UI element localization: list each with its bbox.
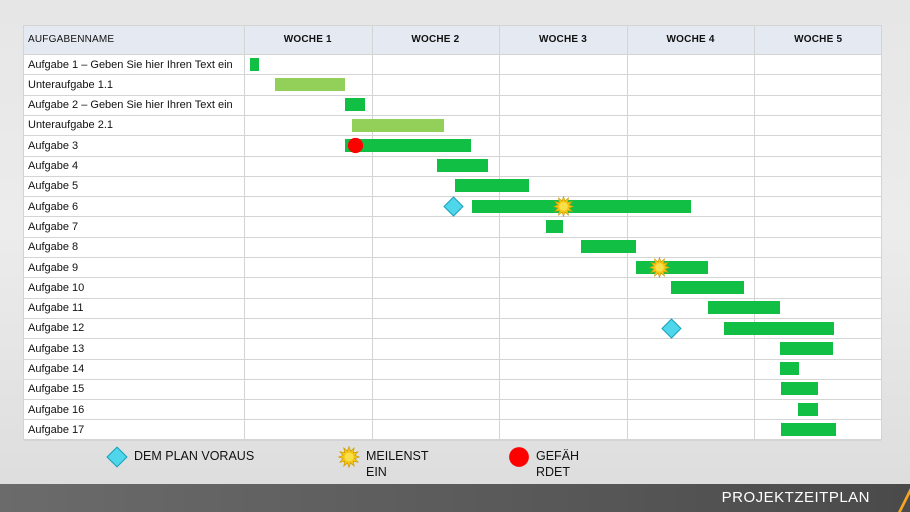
diamond-icon (106, 446, 128, 468)
row-divider (24, 439, 881, 441)
ahead-marker (443, 196, 464, 217)
task-bar (344, 138, 472, 152)
row-divider (24, 74, 881, 76)
starburst-icon (338, 446, 360, 468)
ahead-icon (443, 196, 464, 217)
risk-marker (347, 137, 364, 154)
task-name: Aufgabe 16 (28, 403, 85, 416)
legend-item-milestone: MEILENST EIN (338, 446, 429, 480)
milestone-marker (552, 195, 574, 218)
task-bar (635, 260, 709, 274)
row-divider (24, 399, 881, 401)
header-row (24, 26, 881, 54)
task-name: Aufgabe 7 (28, 220, 79, 233)
task-name: Aufgabe 5 (28, 180, 79, 193)
week-header: WOCHE 4 (666, 34, 715, 45)
row-divider (24, 196, 881, 198)
task-name: Aufgabe 2 – Geben Sie hier Ihren Text ei… (28, 99, 233, 112)
task-bar (708, 301, 780, 315)
task-name: Aufgabe 14 (28, 363, 85, 375)
legend-label: MEILENST EIN (366, 448, 429, 480)
task-name: Aufgabe 17 (28, 423, 85, 436)
task-name: Aufgabe 3 (28, 139, 79, 152)
footer-title: PROJEKTZEITPLAN (721, 489, 870, 506)
milestone-marker (649, 256, 671, 279)
subtask-bar (274, 77, 345, 91)
row-divider (24, 358, 881, 360)
risk-icon (347, 137, 363, 153)
row-divider (24, 216, 881, 218)
task-bar (723, 321, 834, 335)
row-divider (24, 378, 881, 380)
milestone-icon (552, 195, 574, 218)
task-bar (781, 382, 819, 396)
task-name: Unteraufgabe 2.1 (28, 119, 114, 132)
milestone-icon (649, 256, 671, 279)
legend: DEM PLAN VORAUS MEILENST EIN GEFÄH RDET (0, 440, 910, 482)
task-bar (546, 220, 563, 234)
row-divider (24, 175, 881, 177)
legend-label-line: GEFÄH (536, 449, 580, 463)
week-header: WOCHE 2 (411, 34, 460, 45)
task-name: Aufgabe 4 (28, 160, 79, 172)
row-divider (24, 155, 881, 157)
week-divider (754, 26, 756, 439)
row-divider (24, 114, 881, 116)
gantt-chart: AUFGABENNAME WOCHE 1 WOCHE 2 WOCHE 3 WOCHE … (23, 25, 882, 441)
legend-label-line: EIN (366, 465, 387, 479)
task-name: Aufgabe 1 – Geben Sie hier Ihren Text ei… (28, 58, 233, 71)
task-bar (779, 341, 834, 355)
task-name: Aufgabe 10 (28, 281, 85, 294)
week-header: WOCHE 3 (538, 34, 588, 45)
legend-label-line: MEILENST (366, 449, 429, 463)
task-name: Aufgabe 15 (28, 383, 85, 396)
row-divider (24, 135, 881, 137)
ahead-icon (661, 317, 682, 339)
task-bar (797, 402, 819, 416)
row-divider (24, 419, 881, 421)
row-divider (24, 317, 881, 319)
week-divider (371, 26, 373, 439)
task-column-header: AUFGABENNAME (28, 34, 115, 45)
row-divider (24, 338, 881, 340)
legend-label-line: RDET (536, 465, 571, 479)
legend-label: GEFÄH RDET (536, 448, 579, 480)
task-name: Aufgabe 11 (28, 302, 84, 315)
task-bar (671, 280, 745, 294)
task-bar (454, 179, 529, 193)
subtask-bar (352, 118, 445, 132)
task-name: Aufgabe 12 (28, 322, 85, 335)
week-divider (244, 26, 245, 439)
task-bar (436, 159, 488, 173)
task-bar (250, 57, 260, 71)
task-bar (580, 240, 636, 254)
row-divider (24, 277, 881, 279)
circle-icon (509, 447, 529, 467)
row-divider (24, 297, 881, 299)
legend-item-ahead: DEM PLAN VORAUS (106, 446, 254, 468)
week-divider (499, 26, 501, 439)
row-divider (24, 257, 881, 258)
row-divider (24, 54, 881, 55)
week-header: WOCHE 1 (283, 34, 332, 45)
footer-accent-stripe (898, 488, 910, 512)
legend-label: DEM PLAN VORAUS (134, 448, 254, 464)
footer-bar: PROJEKTZEITPLAN (0, 484, 910, 512)
legend-item-risk: GEFÄH RDET (508, 446, 579, 480)
task-bar (781, 423, 837, 437)
ahead-marker (661, 317, 682, 339)
legend-label-line: DEM PLAN VORAUS (134, 449, 255, 463)
week-divider (626, 26, 628, 439)
week-header: WOCHE 5 (794, 34, 843, 45)
task-name: Unteraufgabe 1.1 (28, 78, 114, 91)
row-divider (24, 236, 881, 238)
task-name: Aufgabe 13 (28, 342, 85, 355)
task-name: Aufgabe 9 (28, 261, 79, 274)
task-bar (344, 98, 366, 112)
task-bar (472, 199, 691, 213)
task-name: Aufgabe 8 (28, 241, 79, 254)
task-bar (779, 362, 800, 376)
task-name: Aufgabe 6 (28, 200, 79, 213)
row-divider (24, 94, 881, 96)
